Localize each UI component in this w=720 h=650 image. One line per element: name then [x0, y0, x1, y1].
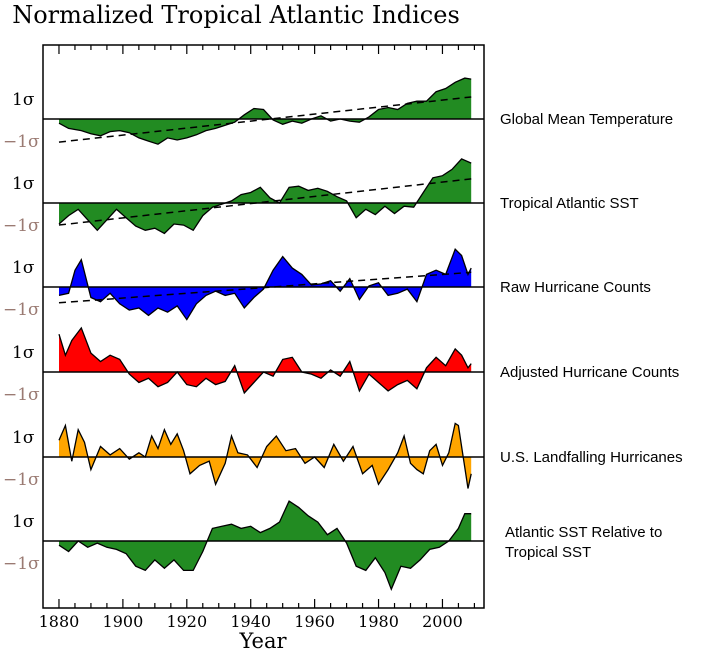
series-line-4 [58, 326, 472, 395]
series-area-2 [59, 158, 472, 234]
series-line-5 [58, 422, 472, 489]
y-tick-plus-sigma: 1σ [12, 258, 35, 278]
x-axis-ticks: 1880 1900 1920 1940 1960 1980 2000 [39, 45, 476, 631]
y-tick-minus-sigma: −1σ [3, 470, 40, 490]
trend-line-2 [58, 178, 472, 226]
plot-frame [42, 44, 485, 609]
x-tick-label: 1940 [230, 612, 271, 631]
series-label-1: Global Mean Temperature [500, 111, 673, 128]
series-labels: Global Mean Temperature Tropical Atlantic… [500, 111, 683, 561]
series-areas [58, 77, 472, 592]
baselines [43, 118, 484, 542]
trend-line-1 [58, 96, 472, 143]
y-tick-plus-sigma: 1σ [12, 343, 35, 363]
y-tick-minus-sigma: −1σ [3, 385, 40, 405]
y-tick-plus-sigma: 1σ [12, 174, 35, 194]
series-area-5 [59, 423, 472, 489]
chart-title: Normalized Tropical Atlantic Indices [12, 1, 460, 29]
series-area-3 [59, 249, 472, 320]
series-label-5: U.S. Landfalling Hurricanes [500, 449, 683, 466]
series-label-6: Atlantic SST Relative to [505, 524, 662, 541]
series-line-6 [58, 500, 472, 592]
y-tick-minus-sigma: −1σ [3, 300, 40, 320]
series-line-3 [58, 248, 472, 321]
x-tick-label: 1960 [294, 612, 335, 631]
trend-lines [58, 96, 472, 304]
y-tick-minus-sigma: −1σ [3, 554, 40, 574]
series-label-4: Adjusted Hurricane Counts [500, 364, 679, 381]
x-tick-label: 1900 [103, 612, 144, 631]
y-tick-labels: 1σ −1σ 1σ −1σ 1σ −1σ 1σ −1σ 1σ −1σ 1σ −1σ [3, 90, 40, 574]
y-tick-plus-sigma: 1σ [12, 512, 35, 532]
series-area-6 [59, 501, 472, 590]
series-label-3: Raw Hurricane Counts [500, 279, 651, 296]
x-tick-label: 1920 [166, 612, 207, 631]
y-tick-plus-sigma: 1σ [12, 428, 35, 448]
series-line-2 [58, 158, 472, 235]
series-area-4 [59, 327, 472, 393]
series-label-6: Tropical SST [505, 544, 591, 561]
x-tick-label: 1880 [39, 612, 80, 631]
series-label-2: Tropical Atlantic SST [500, 195, 639, 212]
x-axis-label: Year [238, 629, 287, 650]
y-tick-minus-sigma: −1σ [3, 216, 40, 236]
trend-line-3 [58, 271, 472, 304]
x-tick-label: 1980 [358, 612, 399, 631]
y-tick-minus-sigma: −1σ [3, 132, 40, 152]
series-area-1 [59, 78, 472, 145]
x-tick-label: 2000 [422, 612, 463, 631]
y-tick-plus-sigma: 1σ [12, 90, 35, 110]
